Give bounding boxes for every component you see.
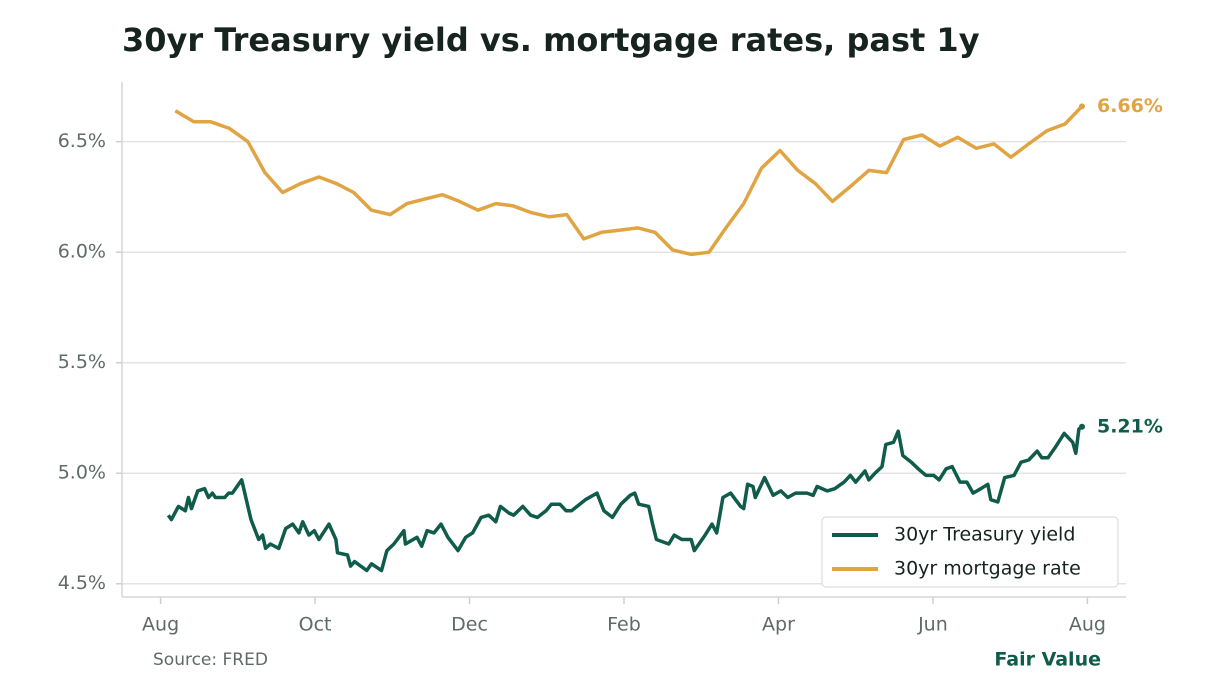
x-tick-label: Aug — [1069, 614, 1106, 636]
x-tick-label: Oct — [299, 614, 332, 636]
end-point — [1078, 103, 1085, 110]
end-label: 6.66% — [1097, 95, 1163, 117]
line — [174, 105, 1084, 257]
y-tick-label: 6.5% — [58, 130, 106, 152]
y-tick-label: 4.5% — [58, 572, 106, 594]
y-tick-label: 5.0% — [58, 462, 106, 484]
x-tick-label: Dec — [451, 614, 488, 636]
x-tick-label: Aug — [142, 614, 179, 636]
chart-title: 30yr Treasury yield vs. mortgage rates, … — [122, 21, 980, 59]
y-tick-label: 5.5% — [58, 351, 106, 373]
legend-label: 30yr mortgage rate — [894, 558, 1081, 580]
x-tick-label: Jun — [917, 614, 948, 636]
x-tick-label: Apr — [762, 614, 795, 636]
x-tick-label: Feb — [607, 614, 641, 636]
legend-box — [821, 516, 1119, 588]
end-point — [1078, 423, 1085, 430]
line — [166, 425, 1084, 573]
source: Source: FRED — [153, 650, 268, 670]
legend-label: 30yr Treasury yield — [894, 524, 1075, 546]
end-label: 5.21% — [1097, 415, 1163, 437]
y-tick-label: 6.0% — [58, 241, 106, 263]
brand: Fair Value — [994, 649, 1101, 671]
